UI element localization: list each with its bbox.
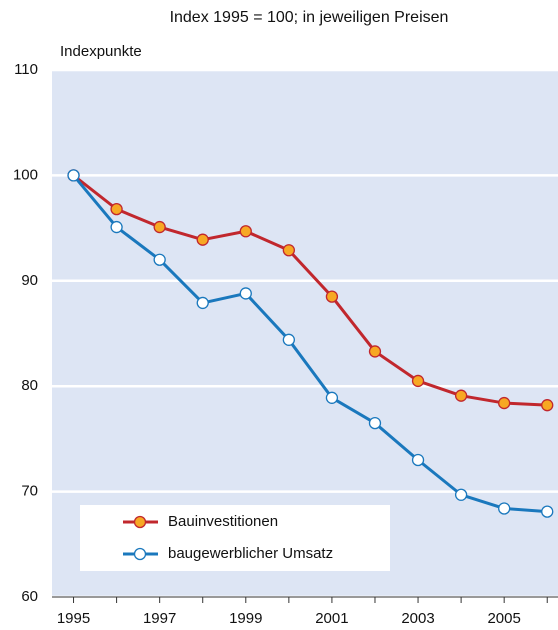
data-point bbox=[325, 290, 339, 303]
x-tick-label: 1997 bbox=[143, 610, 176, 627]
series-line bbox=[72, 174, 548, 407]
legend-label: baugewerblicher Umsatz bbox=[168, 545, 333, 562]
y-axis-label: Indexpunkte bbox=[60, 43, 142, 60]
data-point bbox=[153, 220, 166, 234]
data-point bbox=[239, 225, 252, 238]
data-point bbox=[411, 374, 425, 388]
data-point bbox=[110, 220, 123, 234]
y-tick-label: 100 bbox=[13, 166, 38, 183]
y-tick-label: 110 bbox=[14, 61, 38, 78]
data-point bbox=[110, 202, 123, 216]
x-tick-label: 2001 bbox=[315, 610, 348, 627]
data-point bbox=[67, 169, 80, 182]
data-point bbox=[196, 296, 209, 310]
x-tick-label: 2005 bbox=[487, 610, 520, 627]
data-point bbox=[541, 505, 554, 518]
y-tick-label: 60 bbox=[21, 588, 38, 605]
data-point bbox=[368, 345, 382, 358]
x-tick-label: 1995 bbox=[57, 610, 90, 627]
data-point bbox=[196, 233, 209, 246]
x-tick-label: 1999 bbox=[229, 610, 262, 627]
data-point bbox=[454, 389, 468, 402]
data-point bbox=[498, 396, 511, 410]
data-point bbox=[368, 416, 382, 430]
data-point bbox=[282, 333, 296, 346]
chart-title: Index 1995 = 100; in jeweiligen Preisen bbox=[170, 9, 449, 26]
y-tick-label: 70 bbox=[21, 483, 38, 500]
data-point bbox=[239, 287, 252, 300]
legend-label: Bauinvestitionen bbox=[168, 513, 278, 530]
legend-marker bbox=[133, 547, 147, 561]
data-point bbox=[325, 391, 339, 404]
legend-box bbox=[80, 505, 390, 571]
data-point bbox=[498, 502, 511, 515]
data-point bbox=[541, 399, 554, 412]
data-point bbox=[153, 253, 166, 266]
data-point bbox=[454, 488, 468, 501]
y-tick-label: 80 bbox=[21, 377, 38, 394]
y-tick-label: 90 bbox=[21, 272, 38, 289]
series-line bbox=[72, 174, 548, 514]
data-point bbox=[282, 244, 296, 257]
data-point bbox=[411, 453, 425, 467]
legend-marker bbox=[133, 515, 147, 529]
x-tick-label: 2003 bbox=[401, 610, 434, 627]
